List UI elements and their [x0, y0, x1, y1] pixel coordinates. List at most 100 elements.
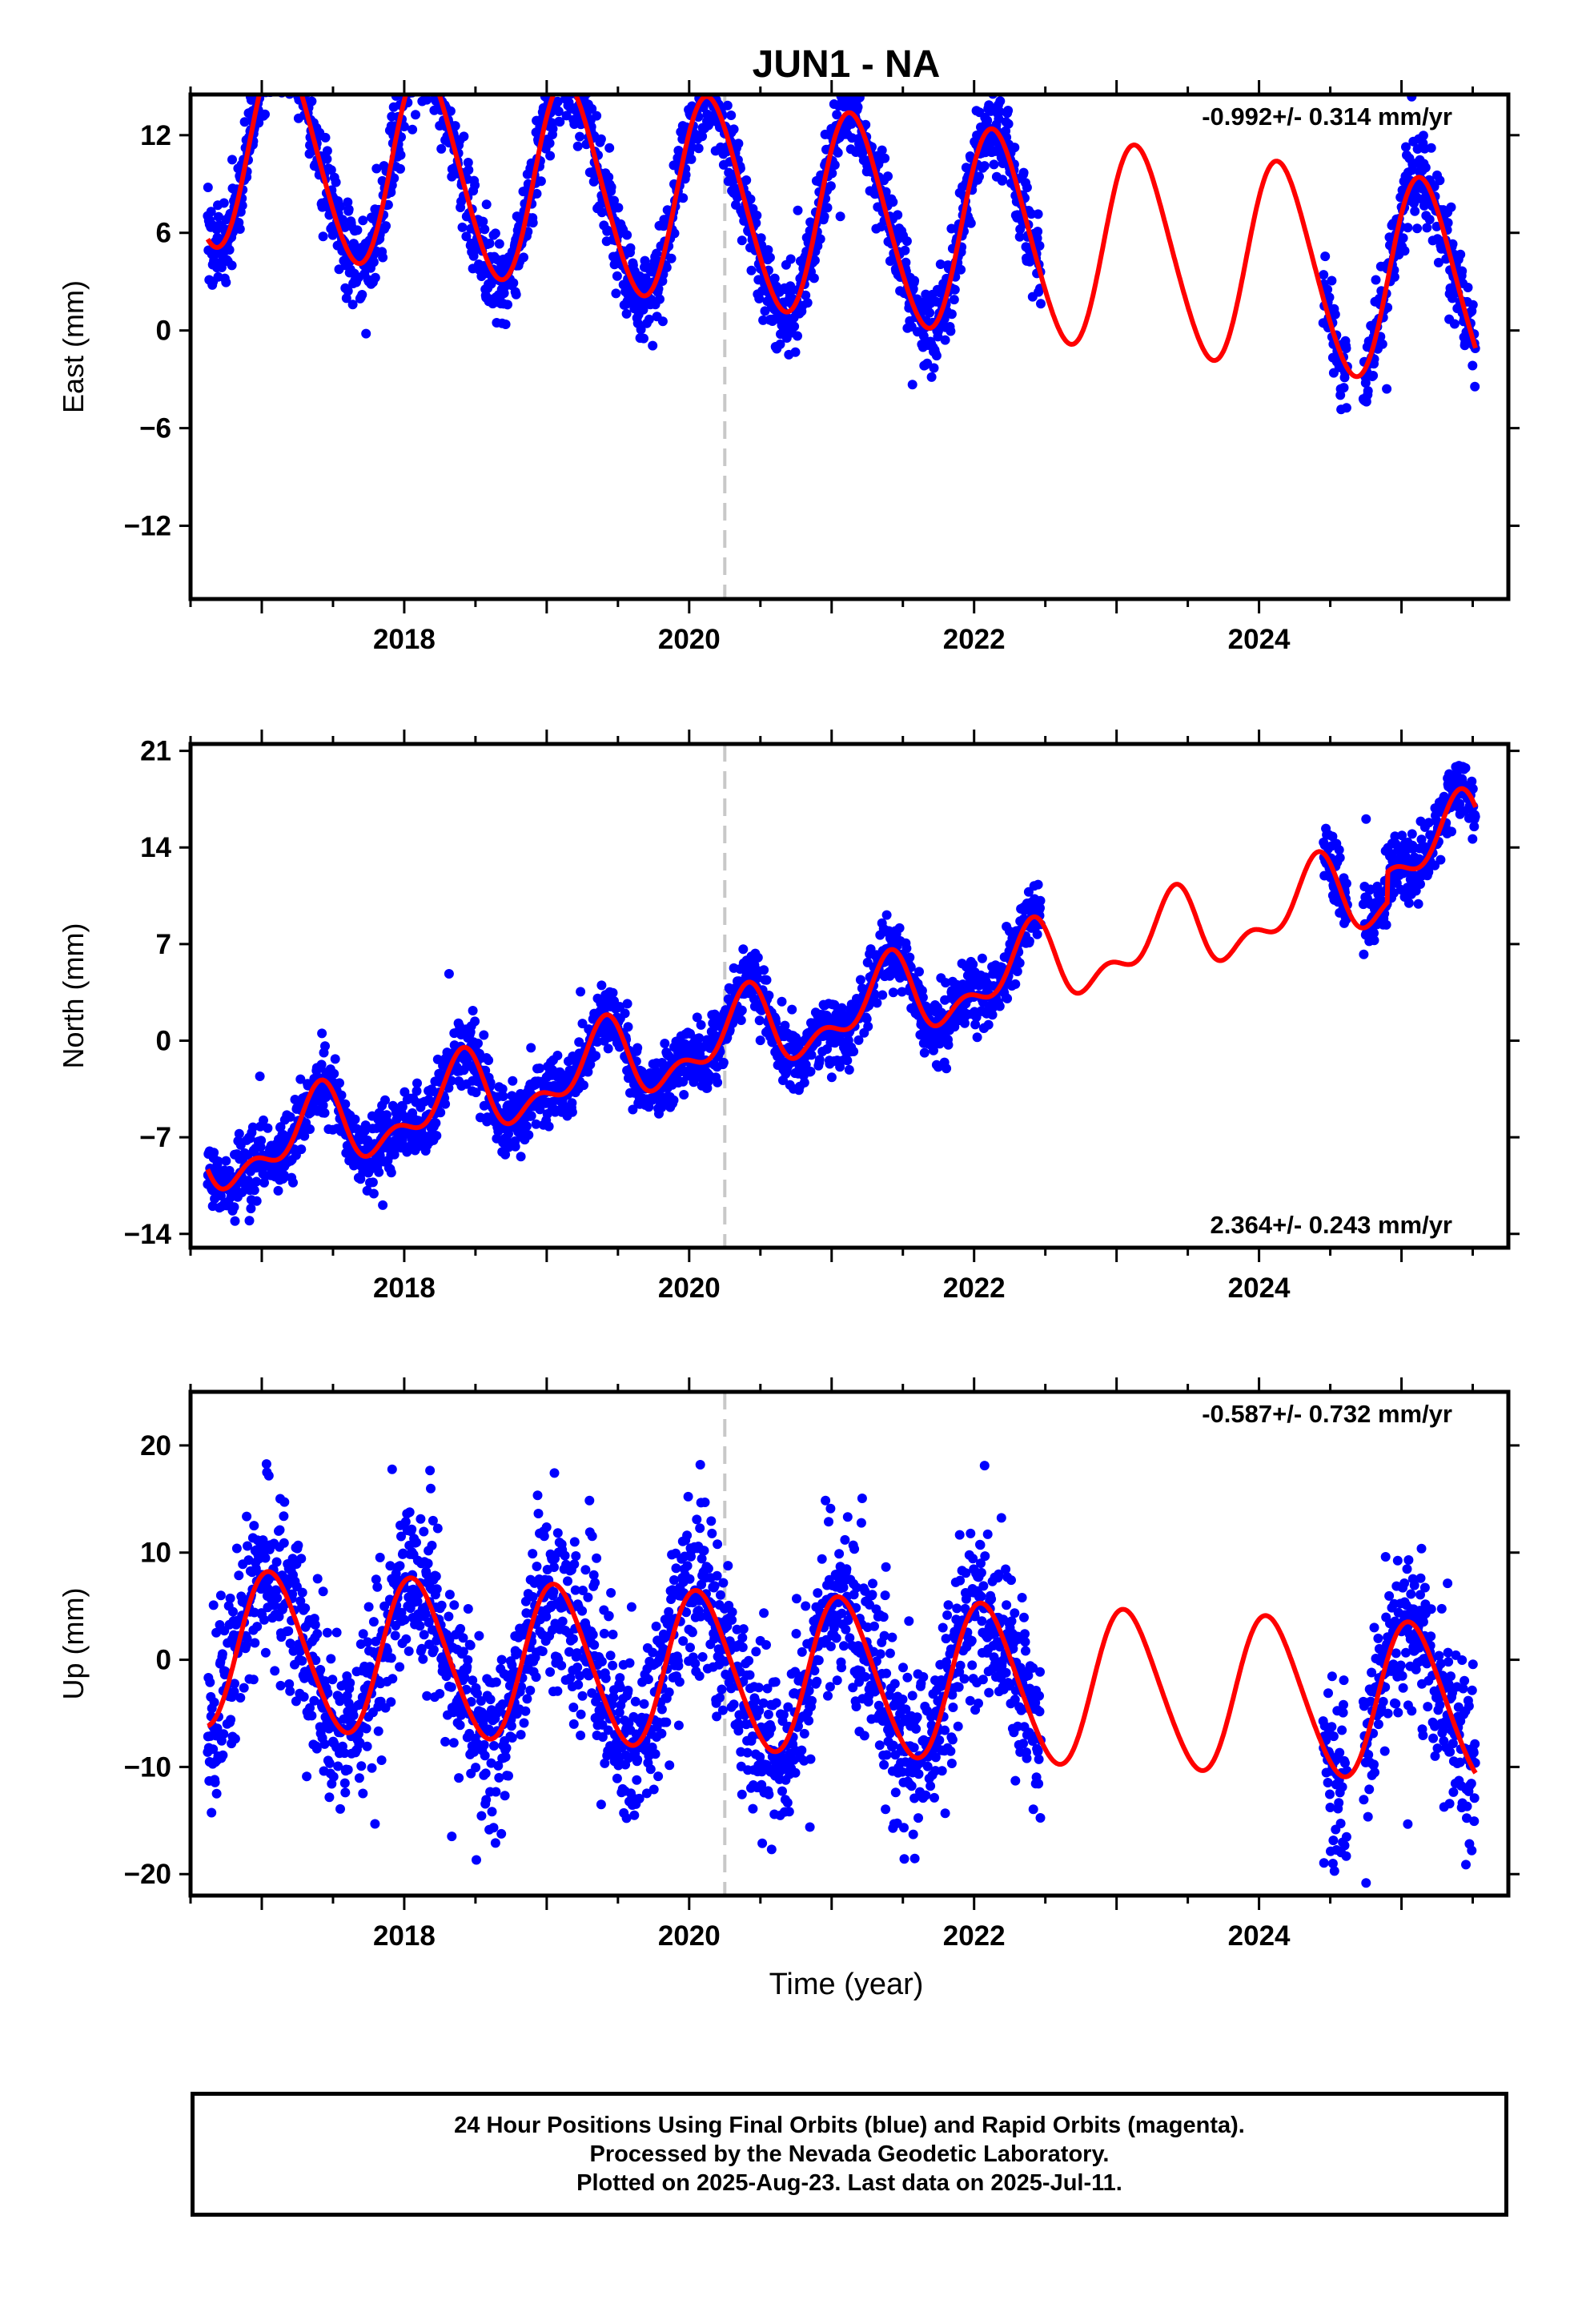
data-point: [1433, 257, 1443, 267]
data-point: [274, 75, 283, 85]
data-point: [291, 54, 301, 63]
data-point: [526, 1111, 536, 1121]
y-tick-label: −14: [124, 1219, 172, 1250]
data-point: [262, 48, 271, 58]
data-point: [221, 1156, 231, 1166]
data-point: [263, 14, 273, 24]
data-point: [686, 82, 696, 92]
data-point: [260, 1553, 271, 1563]
data-point: [214, 211, 223, 222]
data-point: [553, 107, 564, 117]
data-point: [412, 1078, 422, 1088]
data-point: [285, 1686, 295, 1696]
data-point: [291, 83, 301, 93]
data-point: [914, 967, 924, 977]
data-point: [436, 77, 445, 86]
data-point: [621, 308, 632, 319]
data-point: [426, 75, 436, 85]
data-point: [559, 58, 568, 68]
data-point: [790, 347, 801, 357]
data-point: [1363, 386, 1373, 396]
data-point: [979, 161, 990, 171]
data-point: [577, 1019, 588, 1029]
data-point: [596, 980, 607, 991]
data-point: [986, 73, 996, 82]
data-point: [380, 1095, 390, 1105]
data-point: [484, 239, 495, 248]
data-point: [549, 80, 559, 90]
data-point: [281, 24, 291, 34]
data-point: [410, 46, 420, 55]
data-point: [420, 49, 430, 58]
data-point: [424, 52, 434, 62]
data-point: [799, 1077, 809, 1088]
data-point: [250, 1638, 260, 1648]
data-point: [500, 1149, 511, 1160]
data-point: [829, 999, 840, 1010]
data-point: [560, 75, 569, 85]
data-point: [801, 1059, 811, 1070]
data-point: [397, 1102, 408, 1112]
data-point: [552, 81, 561, 90]
data-point: [249, 1521, 259, 1531]
data-point: [575, 131, 585, 142]
data-point: [429, 56, 439, 66]
data-point: [252, 83, 262, 93]
data-point: [260, 109, 270, 119]
data-point: [251, 1196, 262, 1206]
data-point: [855, 975, 865, 985]
data-point: [648, 340, 658, 351]
data-point: [994, 1001, 1005, 1011]
data-point: [1010, 143, 1020, 153]
data-point: [404, 61, 413, 70]
data-point: [612, 271, 622, 281]
data-point: [234, 1570, 244, 1581]
data-point: [224, 245, 235, 255]
data-point: [322, 1627, 332, 1638]
data-point: [389, 173, 400, 183]
data-point: [974, 171, 984, 182]
data-point: [212, 232, 223, 243]
data-point: [412, 50, 422, 60]
data-point: [408, 124, 418, 135]
data-point: [302, 83, 311, 93]
data-point: [572, 76, 581, 86]
data-point: [563, 67, 572, 77]
data-point: [352, 225, 363, 235]
data-point: [450, 121, 460, 131]
data-point: [420, 42, 430, 52]
data-point: [221, 277, 231, 287]
data-point: [1330, 309, 1340, 320]
data-point: [235, 224, 245, 234]
data-point: [297, 1587, 307, 1598]
data-point: [418, 38, 428, 47]
data-point: [1468, 360, 1478, 371]
data-point: [283, 9, 293, 18]
data-point: [409, 54, 419, 64]
data-point: [1335, 853, 1345, 863]
data-point: [280, 55, 290, 65]
data-point: [572, 76, 581, 86]
data-point: [569, 70, 579, 79]
y-tick-label: 21: [140, 736, 171, 767]
data-point: [381, 221, 391, 231]
data-point: [709, 79, 719, 89]
data-point: [802, 298, 813, 308]
data-point: [761, 975, 772, 985]
data-point: [1382, 384, 1392, 394]
data-point: [708, 66, 717, 76]
data-point: [623, 1022, 633, 1032]
data-point: [745, 194, 756, 204]
data-point: [368, 1188, 379, 1199]
data-point: [531, 1119, 541, 1129]
data-point: [302, 1771, 312, 1782]
data-point: [259, 1115, 268, 1125]
data-point: [1418, 131, 1428, 141]
data-point: [205, 1677, 215, 1687]
data-point: [674, 5, 684, 14]
data-point: [1002, 993, 1013, 1003]
panel-frame: [188, 92, 1511, 601]
data-point: [1426, 143, 1436, 153]
data-point: [459, 131, 469, 142]
data-point: [956, 264, 966, 275]
